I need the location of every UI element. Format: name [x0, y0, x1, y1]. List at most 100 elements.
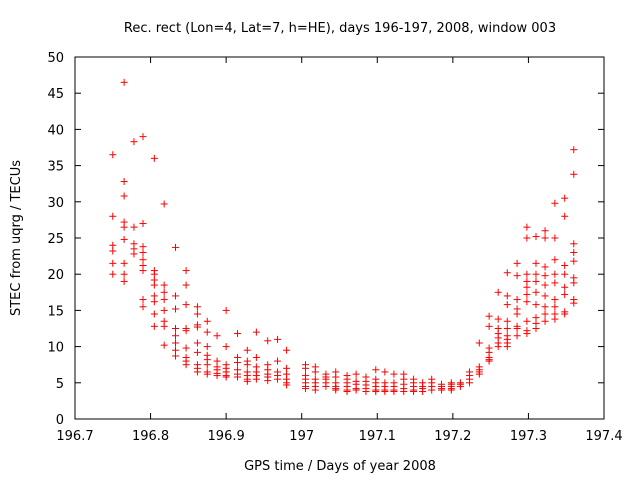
data-point	[233, 373, 241, 381]
data-point	[523, 223, 531, 231]
data-point	[203, 328, 211, 336]
data-point	[139, 296, 147, 304]
data-point	[109, 270, 117, 278]
data-point	[203, 370, 211, 378]
data-point	[311, 386, 319, 394]
data-point	[362, 387, 370, 395]
data-point	[541, 292, 549, 300]
data-point	[570, 146, 578, 154]
y-tick-label: 15	[47, 304, 64, 319]
data-point	[150, 154, 158, 162]
data-point	[390, 387, 398, 395]
data-point	[193, 323, 201, 331]
data-point	[541, 317, 549, 325]
data-point	[120, 277, 128, 285]
data-point	[551, 199, 559, 207]
y-axis-label: STEC from uqrg / TECUs	[9, 160, 24, 316]
x-tick-label: 197	[289, 429, 314, 444]
data-point	[139, 133, 147, 141]
data-point	[160, 200, 168, 208]
data-point	[570, 248, 578, 256]
data-point	[193, 348, 201, 356]
y-tick-label: 20	[47, 268, 64, 283]
data-point	[561, 290, 569, 298]
data-point	[352, 386, 360, 394]
data-point	[182, 344, 190, 352]
x-tick-label: 197.1	[359, 429, 396, 444]
data-point	[551, 296, 559, 304]
x-tick-label: 196.9	[208, 429, 245, 444]
data-point	[551, 303, 559, 311]
data-point	[311, 368, 319, 376]
data-point	[182, 281, 190, 289]
data-point	[193, 339, 201, 347]
data-point	[150, 322, 158, 330]
data-point	[252, 375, 260, 383]
data-point	[322, 382, 330, 390]
data-point	[172, 339, 180, 347]
y-tick-label: 0	[56, 413, 64, 428]
data-point	[150, 310, 158, 318]
data-point	[532, 270, 540, 278]
data-point	[561, 283, 569, 291]
data-point	[120, 259, 128, 267]
data-point	[503, 292, 511, 300]
data-point	[160, 281, 168, 289]
data-point	[139, 220, 147, 228]
data-point	[541, 310, 549, 318]
data-point	[193, 368, 201, 376]
data-point	[570, 170, 578, 178]
data-point	[182, 327, 190, 335]
data-point	[485, 312, 493, 320]
data-point	[523, 270, 531, 278]
y-tick-label: 25	[47, 232, 64, 247]
data-point	[532, 301, 540, 309]
data-point	[352, 370, 360, 378]
y-axis: 0 5 10 15 20 25 30 35 40 45 50	[47, 51, 604, 428]
data-point	[503, 301, 511, 309]
data-point	[541, 227, 549, 235]
data-point	[130, 138, 138, 146]
data-point	[172, 292, 180, 300]
data-point	[541, 234, 549, 242]
data-point	[494, 315, 502, 323]
data-point	[203, 343, 211, 351]
data-point	[551, 279, 559, 287]
data-point	[541, 281, 549, 289]
data-point	[570, 257, 578, 265]
y-tick-label: 35	[47, 160, 64, 175]
data-point	[532, 325, 540, 332]
data-point	[120, 192, 128, 200]
x-tick-label: 196.8	[132, 429, 169, 444]
data-point	[532, 277, 540, 285]
data-point	[419, 387, 427, 395]
data-point	[160, 322, 168, 330]
data-point	[541, 272, 549, 280]
data-point	[172, 352, 180, 360]
chart-title: Rec. rect (Lon=4, Lat=7, h=HE), days 196…	[124, 21, 556, 36]
data-point	[301, 364, 309, 372]
data-point	[193, 303, 201, 311]
data-point	[252, 353, 260, 361]
data-point	[513, 259, 521, 267]
data-point	[372, 366, 380, 374]
data-point	[523, 317, 531, 325]
data-point	[160, 341, 168, 349]
data-point	[561, 212, 569, 220]
data-point	[243, 346, 251, 354]
data-point	[561, 194, 569, 202]
x-tick-label: 197.2	[434, 429, 471, 444]
data-point	[551, 234, 559, 242]
data-point	[130, 250, 138, 258]
x-tick-label: 197.4	[585, 429, 622, 444]
data-point	[274, 375, 282, 383]
y-tick-label: 50	[47, 51, 64, 66]
data-point	[551, 270, 559, 278]
data-point	[182, 267, 190, 275]
x-tick-label: 196.7	[56, 429, 93, 444]
data-point	[172, 332, 180, 340]
data-point	[160, 288, 168, 296]
data-point	[301, 385, 309, 393]
data-point	[485, 322, 493, 330]
data-point	[160, 296, 168, 304]
